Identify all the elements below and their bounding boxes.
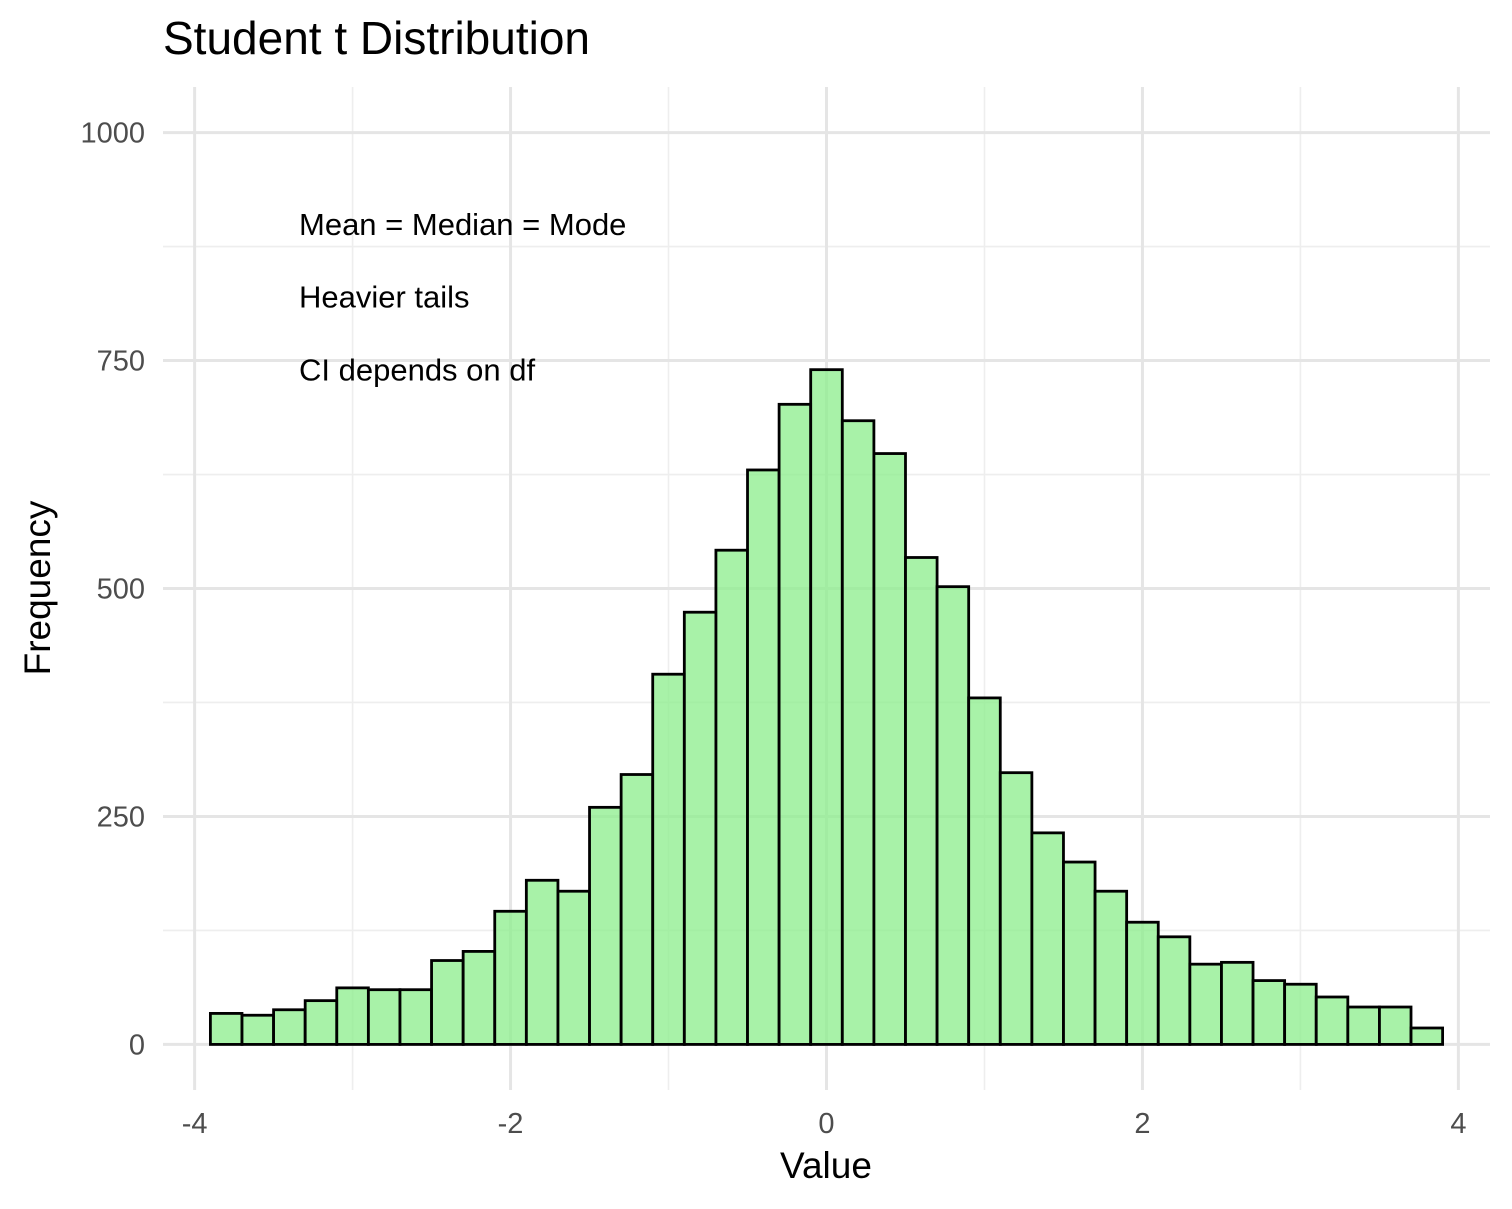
annotation-text: CI depends on df — [299, 353, 536, 388]
histogram-bar — [1156, 935, 1192, 1046]
histogram-bars — [208, 368, 1445, 1046]
x-tick-label: 4 — [1450, 1108, 1466, 1140]
histogram-bar — [556, 889, 591, 1046]
histogram-bar — [398, 988, 433, 1046]
histogram-bar — [904, 556, 939, 1046]
annotations: Mean = Median = Mode Heavier tails CI depe… — [299, 207, 626, 388]
histogram-bar — [1188, 962, 1223, 1046]
histogram-bar — [935, 585, 971, 1046]
y-tick-label: 1000 — [80, 118, 145, 150]
y-tick-label: 500 — [97, 574, 145, 606]
histogram-bar — [619, 773, 655, 1046]
histogram-bar — [682, 610, 718, 1046]
y-axis-tick-labels: 0 250 500 750 1000 — [80, 118, 145, 1062]
histogram-bar — [493, 909, 528, 1046]
histogram-bar — [967, 696, 1002, 1046]
histogram-bar — [809, 368, 844, 1046]
histogram-bar — [1062, 860, 1097, 1046]
histogram-bar — [1125, 920, 1160, 1046]
histogram-bar — [208, 1012, 244, 1046]
histogram-bar — [588, 805, 623, 1046]
y-tick-label: 250 — [97, 801, 145, 833]
histogram-bar — [366, 988, 402, 1046]
histogram-bar — [303, 999, 339, 1046]
histogram-bar — [272, 1008, 307, 1046]
histogram-bar — [1093, 889, 1129, 1046]
histogram-bar — [1283, 982, 1318, 1046]
x-tick-label: -4 — [182, 1108, 208, 1140]
histogram-bar — [714, 548, 749, 1046]
y-tick-label: 0 — [129, 1029, 145, 1061]
histogram-bar — [1378, 1005, 1413, 1046]
histogram-bar — [1314, 995, 1350, 1046]
annotation-text: Mean = Median = Mode — [299, 207, 626, 242]
histogram-bar — [998, 771, 1034, 1046]
x-tick-label: -2 — [498, 1108, 524, 1140]
histogram-bar — [1251, 979, 1287, 1046]
histogram-bar — [1220, 960, 1255, 1046]
histogram-bar — [651, 672, 686, 1046]
histogram-bar — [1030, 831, 1065, 1046]
histogram-bar — [1409, 1026, 1445, 1046]
y-tick-label: 750 — [97, 346, 145, 378]
x-tick-label: 2 — [1134, 1108, 1150, 1140]
y-axis-title: Frequency — [17, 500, 58, 675]
x-axis-tick-labels: -4 -2 0 2 4 — [182, 1108, 1467, 1140]
histogram-bar — [872, 452, 907, 1046]
chart-title: Student t Distribution — [163, 12, 590, 64]
histogram-bar — [461, 950, 497, 1046]
histogram-bar — [430, 959, 465, 1046]
histogram-bar — [335, 986, 370, 1046]
histogram-bar — [1346, 1005, 1381, 1046]
annotation-text: Heavier tails — [299, 280, 470, 315]
x-tick-label: 0 — [818, 1108, 834, 1140]
histogram-bar — [777, 402, 813, 1046]
histogram-bar — [840, 419, 876, 1046]
histogram-bar — [746, 468, 781, 1046]
histogram-bar — [240, 1013, 275, 1046]
x-axis-title: Value — [780, 1145, 872, 1186]
histogram-bar — [524, 878, 560, 1046]
